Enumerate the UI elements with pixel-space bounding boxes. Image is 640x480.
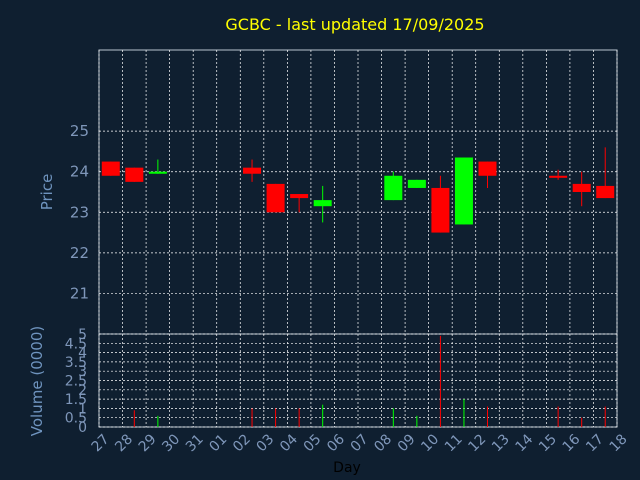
candle-body [313, 200, 332, 207]
x-tick-label: 29 [136, 431, 160, 455]
x-tick-label: 30 [159, 431, 183, 455]
volume-tick-label: 5 [78, 327, 87, 343]
volume-tick-label: 3 [78, 364, 87, 380]
x-tick-label: 11 [442, 431, 466, 455]
candle-body [290, 194, 309, 199]
x-tick-label: 09 [395, 431, 419, 455]
candle-body [125, 167, 144, 182]
chart-title: GCBC - last updated 17/09/2025 [225, 15, 484, 34]
candle-body [596, 185, 615, 199]
candle-body [148, 171, 167, 174]
x-tick-label: 16 [560, 431, 584, 455]
x-tick-label: 05 [301, 431, 325, 455]
candle-body [407, 179, 426, 188]
candle-body [101, 161, 120, 176]
volume-tick-label: 2.5 [65, 374, 87, 390]
x-tick-label: 06 [324, 431, 348, 455]
x-tick-label: 18 [607, 431, 631, 455]
x-tick-label: 08 [371, 431, 395, 455]
price-axis-label: Price [38, 174, 56, 211]
volume-tick-label: 4.5 [65, 336, 87, 352]
candle-body [384, 175, 403, 201]
x-tick-label: 31 [183, 431, 207, 455]
x-tick-label: 13 [489, 431, 513, 455]
volume-axis-label: Volume (0000) [28, 326, 46, 436]
volume-tick-label: 2 [78, 383, 87, 399]
x-tick-label: 10 [418, 431, 442, 455]
x-tick-label: 03 [254, 431, 278, 455]
x-axis-label: Day [333, 460, 361, 476]
x-tick-label: 01 [206, 431, 230, 455]
x-tick-label: 27 [89, 431, 113, 455]
x-tick-label: 02 [230, 431, 254, 455]
candle-body [431, 187, 450, 233]
x-tick-label: 28 [112, 431, 136, 455]
x-tick-label: 14 [513, 431, 537, 455]
volume-tick-label: 4 [78, 346, 87, 362]
volume-tick-label: 0.5 [65, 411, 87, 427]
x-tick-label: 15 [536, 431, 560, 455]
volume-tick-label: 1 [78, 401, 87, 417]
price-tick-label: 21 [70, 284, 89, 302]
volume-tick-label: 0 [78, 420, 87, 436]
x-tick-label: 07 [348, 431, 372, 455]
candle-body [572, 183, 591, 192]
x-tick-label: 04 [277, 431, 301, 455]
candle-body [266, 183, 285, 213]
price-tick-label: 25 [70, 122, 89, 140]
volume-tick-label: 3.5 [65, 355, 87, 371]
price-tick-label: 23 [70, 203, 89, 221]
volume-tick-label: 1.5 [65, 392, 87, 408]
candle-body [243, 167, 262, 174]
candle-body [478, 161, 497, 176]
candle-body [454, 157, 473, 225]
x-tick-label: 17 [583, 431, 607, 455]
price-tick-label: 24 [70, 163, 89, 181]
price-tick-label: 22 [70, 244, 89, 262]
candle-body [549, 175, 568, 178]
x-tick-label: 12 [465, 431, 489, 455]
